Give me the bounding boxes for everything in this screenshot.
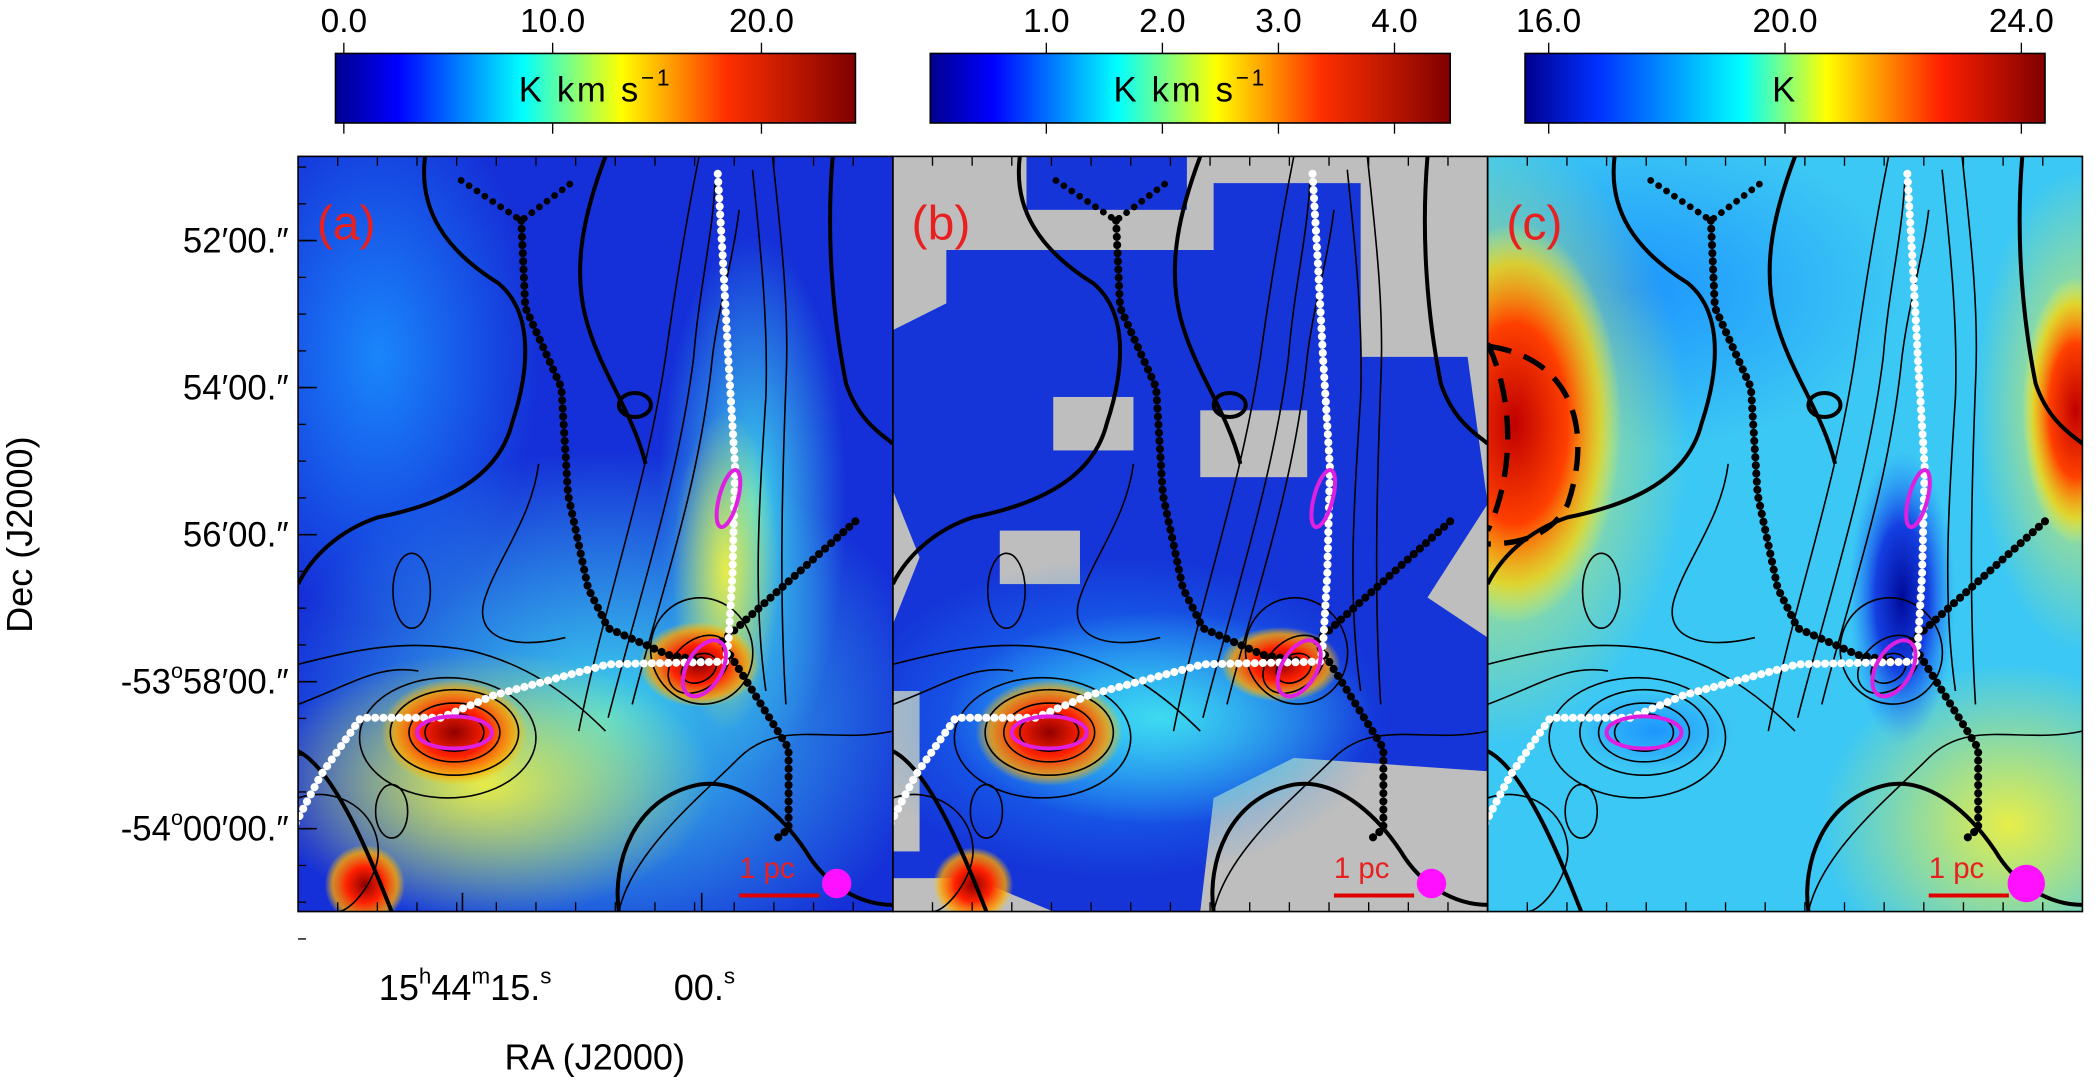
x-tick-label-part: s	[724, 964, 735, 989]
colorbar-tick-label: 20.0	[729, 3, 794, 40]
map-peak	[975, 678, 1123, 786]
x-axis-label: RA (J2000)	[505, 1036, 685, 1077]
map-peak	[1487, 223, 1622, 625]
y-tick-label-part: 56′00.″	[183, 517, 289, 555]
panel-label: (b)	[912, 196, 971, 250]
scalebar-label: 1 pc	[739, 852, 795, 885]
y-tick-label-part: o	[171, 659, 183, 683]
x-tick-label-part: m	[472, 964, 491, 989]
x-tick-label-part: 00.	[674, 967, 724, 1008]
colorbar-tick-label: 20.0	[1753, 3, 1818, 40]
annotations: (a)1 pc0.0 10.0 20.0K km s−1(b)1 pc1.0 2.0 3…	[0, 3, 2084, 1077]
x-tick-label: 00.s	[674, 964, 735, 1008]
beam	[2007, 864, 2045, 903]
y-tick-label-part: -54	[121, 811, 171, 849]
map-region	[1026, 156, 1187, 210]
map-peak	[324, 844, 405, 912]
y-tick-label: 54′00.″	[183, 370, 289, 408]
beam	[1416, 868, 1447, 899]
panel-frame	[1486, 155, 2084, 913]
colorbar-tick-label: 4.0	[1371, 3, 1417, 40]
colorbar-tick-label: 16.0	[1516, 3, 1581, 40]
map	[298, 156, 893, 912]
colorbar-tick-label: 24.0	[1989, 3, 2054, 40]
beam	[822, 868, 852, 899]
colorbar	[334, 52, 857, 124]
scalebar-label: 1 pc	[1334, 852, 1390, 885]
dashed-circle	[1487, 343, 1581, 547]
y-tick-label-part: 58′00.″	[183, 664, 289, 702]
colorbar-label-text: K km s	[519, 72, 641, 110]
y-axis-label: Dec (J2000)	[0, 436, 40, 633]
map-region	[1574, 691, 1735, 772]
figure-body: (a)1 pc0.0 10.0 20.0K km s−1(b)1 pc1.0 2.0 3…	[0, 3, 2084, 1077]
x-tick-label-part: 44	[431, 967, 471, 1008]
colorbar-label-text: K	[1772, 72, 1798, 110]
x-tick-label-part: 15	[379, 967, 419, 1008]
y-tick-label-part: -53	[121, 664, 171, 702]
colorbar-label-text: K km s	[1114, 72, 1236, 110]
map-region	[1053, 396, 1134, 451]
colorbar-tick-label: 10.0	[520, 3, 585, 40]
colorbar-tick-label: 2.0	[1139, 3, 1185, 40]
map-region	[1848, 450, 1956, 745]
dashed-circle	[1487, 342, 1511, 532]
x-tick-label-part: h	[419, 964, 431, 989]
map-peak	[2022, 276, 2083, 544]
y-tick-label: 52′00.″	[183, 223, 289, 261]
colorbar-tick-label: 0.0	[321, 3, 367, 40]
panel-b	[892, 156, 1488, 912]
panel-label: (c)	[1506, 196, 1562, 250]
y-tick-label-part: 52′00.″	[183, 223, 289, 261]
x-tick-label-part: 15.	[490, 967, 540, 1008]
map	[892, 156, 1488, 912]
colorbar-label: K km s−1	[519, 65, 672, 110]
panel-label: (a)	[317, 196, 376, 250]
colorbar	[929, 52, 1452, 124]
colorbar-label: K	[1772, 72, 1798, 110]
colorbar-tick-label: 3.0	[1255, 3, 1301, 40]
y-tick-label: -54o00′00.″	[121, 806, 289, 849]
map-region	[1200, 410, 1308, 478]
panel-c	[1487, 156, 2083, 912]
x-tick-label: 15h44m15.s	[379, 964, 552, 1008]
colorbar-label: K km s−1	[1114, 65, 1267, 110]
map-peak	[380, 678, 528, 786]
y-tick-label-part: 00′00.″	[183, 811, 289, 849]
colorbar-label-sup: −1	[1236, 65, 1267, 91]
x-tick-label-part: s	[540, 964, 551, 989]
y-tick-label: 56′00.″	[183, 517, 289, 555]
y-tick-label-part: 54′00.″	[183, 370, 289, 408]
colorbar-tick-label: 1.0	[1023, 3, 1069, 40]
panel-a	[298, 156, 893, 912]
colorbar-label-sup: −1	[641, 65, 672, 91]
map	[1487, 156, 2083, 912]
y-tick-label-part: o	[171, 806, 183, 830]
y-tick-label: -53o58′00.″	[121, 659, 289, 702]
scalebar-label: 1 pc	[1929, 852, 1985, 885]
